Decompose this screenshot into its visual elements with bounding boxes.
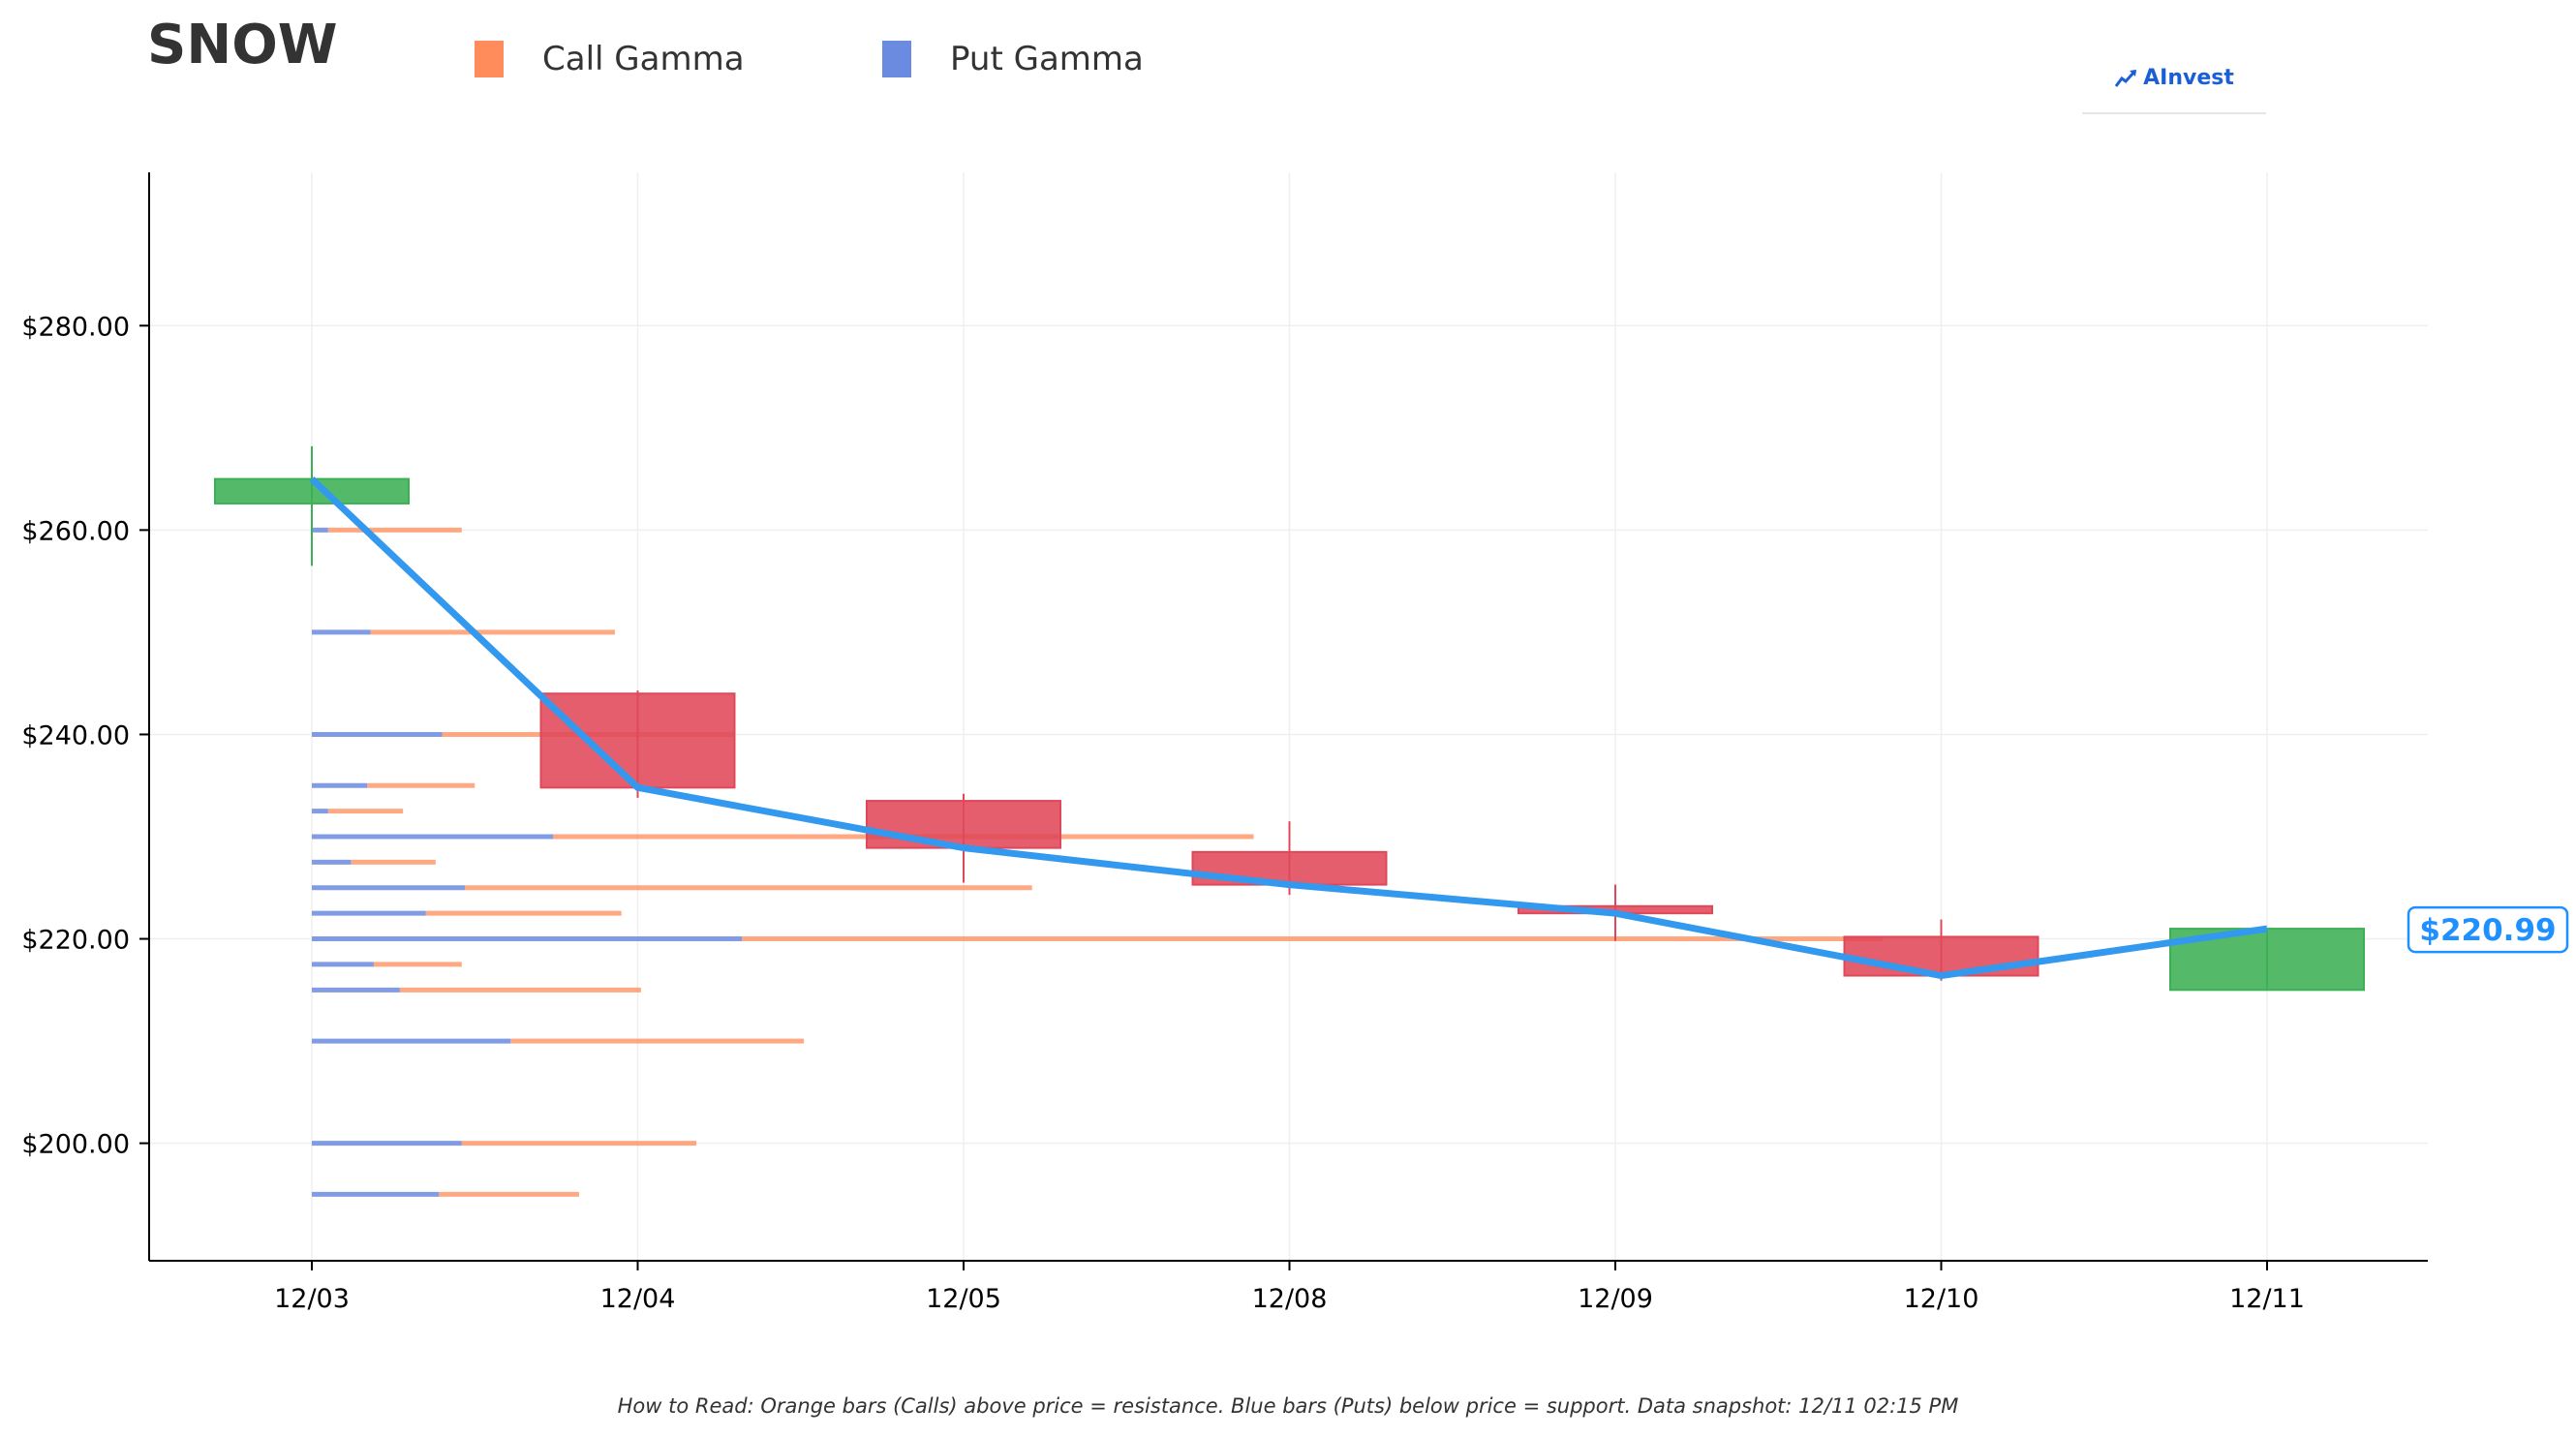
legend-swatch-put — [882, 41, 911, 77]
candle-body — [866, 800, 1061, 849]
how-to-read-note: How to Read: Orange bars (Calls) above p… — [617, 1394, 1959, 1418]
y-tick-label: $240.00 — [21, 720, 130, 750]
x-tick-label: 12/03 — [274, 1284, 350, 1314]
brand-logo: AInvest — [2082, 43, 2266, 114]
x-tick-label: 12/05 — [926, 1284, 1001, 1314]
legend-label-put: Put Gamma — [950, 40, 1144, 78]
x-tick-label: 12/10 — [1904, 1284, 1979, 1314]
close-price-line — [309, 476, 2268, 980]
candle-body — [1843, 935, 2039, 977]
candle-body — [539, 692, 736, 789]
ticker-title: SNOW — [147, 14, 338, 76]
legend-swatch-call — [475, 41, 504, 77]
x-tick-label: 12/11 — [2229, 1284, 2305, 1314]
brand-name: AInvest — [2143, 65, 2234, 90]
y-tick-label: $260.00 — [21, 516, 130, 546]
gamma-candlestick-chart: $200.00 $220.00 $240.00 $260.00 $280.00 12/03… — [21, 172, 2569, 1314]
y-tick-label: $220.00 — [21, 926, 130, 956]
x-tick-label: 12/04 — [600, 1284, 676, 1314]
legend-item-call-gamma: Call Gamma — [475, 35, 745, 83]
x-tick-label: 12/09 — [1578, 1284, 1653, 1314]
x-tick-label: 12/08 — [1252, 1284, 1328, 1314]
legend-item-put-gamma: Put Gamma — [882, 35, 1144, 83]
chart-growth-icon — [2114, 69, 2137, 87]
candle-body — [2169, 928, 2365, 992]
y-tick-label: $280.00 — [21, 312, 130, 342]
current-price-badge — [2407, 905, 2569, 954]
y-tick-label: $200.00 — [21, 1130, 130, 1160]
legend-label-call: Call Gamma — [542, 40, 745, 78]
current-price-label: $220.99 — [2419, 913, 2556, 948]
